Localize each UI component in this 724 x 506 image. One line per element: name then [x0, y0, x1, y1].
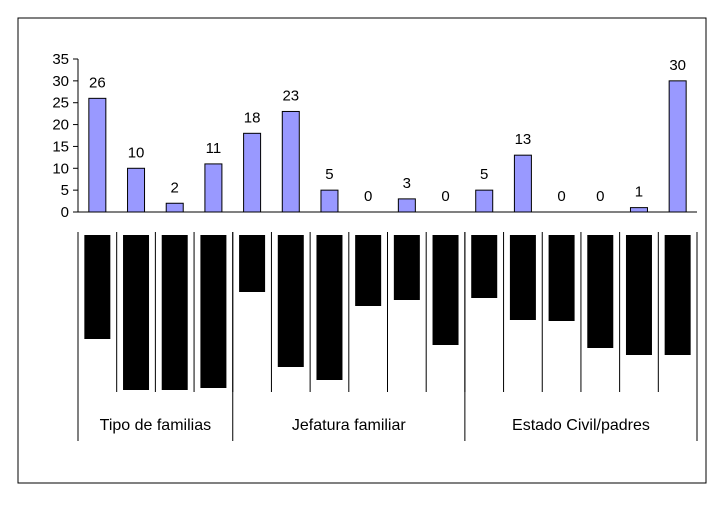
- category-label-overlay: [316, 235, 343, 380]
- bar: [397, 198, 416, 213]
- category-label-overlay: [548, 235, 575, 321]
- data-label: 10: [128, 144, 145, 161]
- data-label: 3: [403, 175, 411, 192]
- bar: [320, 189, 339, 213]
- y-tick-label: 30: [52, 73, 69, 90]
- category-label-overlay: [393, 235, 420, 300]
- category-label-overlay: [509, 235, 536, 320]
- data-label: 23: [282, 87, 299, 104]
- data-label: 13: [515, 131, 532, 148]
- data-label: 2: [171, 179, 179, 196]
- group-label: Tipo de familias: [100, 417, 211, 434]
- bar: [629, 207, 648, 213]
- bars: [88, 80, 687, 213]
- category-label-overlay: [161, 235, 188, 390]
- data-label: 5: [480, 166, 488, 183]
- category-label-overlay: [625, 235, 652, 355]
- data-label: 18: [244, 109, 261, 126]
- data-label: 26: [89, 74, 106, 91]
- data-label: 0: [557, 188, 565, 205]
- category-label-overlay: [432, 235, 459, 345]
- bar: [165, 202, 184, 213]
- category-labels: [77, 232, 698, 392]
- y-tick-label: 15: [52, 138, 69, 155]
- category-label-overlay: [200, 235, 227, 388]
- y-tick-label: 35: [52, 51, 69, 68]
- category-label-overlay: [123, 235, 150, 390]
- bar: [281, 110, 300, 213]
- group-labels: Tipo de familias Jefatura familiar Estado …: [77, 232, 698, 441]
- y-tick-label: 25: [52, 95, 69, 112]
- data-label: 5: [325, 166, 333, 183]
- group-label: Estado Civil/padres: [512, 417, 650, 434]
- data-label: 30: [669, 57, 686, 74]
- data-label: 11: [206, 140, 222, 157]
- bar: [88, 97, 107, 213]
- y-tick-label: 5: [61, 182, 69, 199]
- category-label-overlay: [471, 235, 498, 298]
- data-label: 0: [596, 188, 604, 205]
- y-tick-label: 20: [52, 117, 69, 134]
- data-label: 0: [441, 188, 449, 205]
- y-tick-label: 10: [52, 160, 69, 177]
- bar: [668, 80, 687, 213]
- category-label-overlay: [277, 235, 304, 367]
- y-tick-label: 0: [61, 204, 69, 221]
- bar: [127, 167, 146, 213]
- category-label-overlay: [84, 235, 111, 339]
- category-label-overlay: [355, 235, 382, 306]
- bar: [513, 154, 532, 213]
- data-label: 0: [364, 188, 372, 205]
- data-label: 1: [635, 184, 643, 201]
- bar: [243, 132, 262, 213]
- category-label-overlay: [664, 235, 691, 355]
- category-label-overlay: [587, 235, 614, 348]
- bar: [204, 163, 223, 213]
- group-label: Jefatura familiar: [292, 417, 406, 434]
- bar: [475, 189, 494, 213]
- category-label-overlay: [239, 235, 266, 292]
